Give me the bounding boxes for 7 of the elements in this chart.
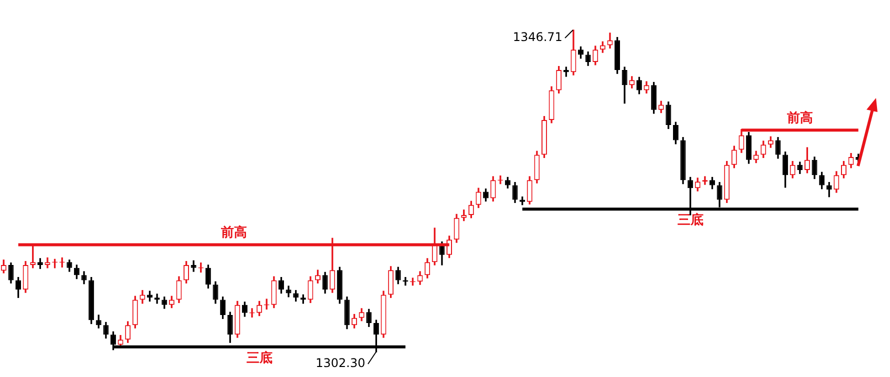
series-label: 三底 xyxy=(677,212,704,228)
annotation: 1346.71 xyxy=(512,30,562,44)
series-label: 前高 xyxy=(786,110,813,126)
series-label: 前高 xyxy=(220,224,247,241)
candlestick xyxy=(154,294,160,304)
text: 1302.30 xyxy=(316,356,366,370)
series-label: 三底 xyxy=(246,350,272,366)
